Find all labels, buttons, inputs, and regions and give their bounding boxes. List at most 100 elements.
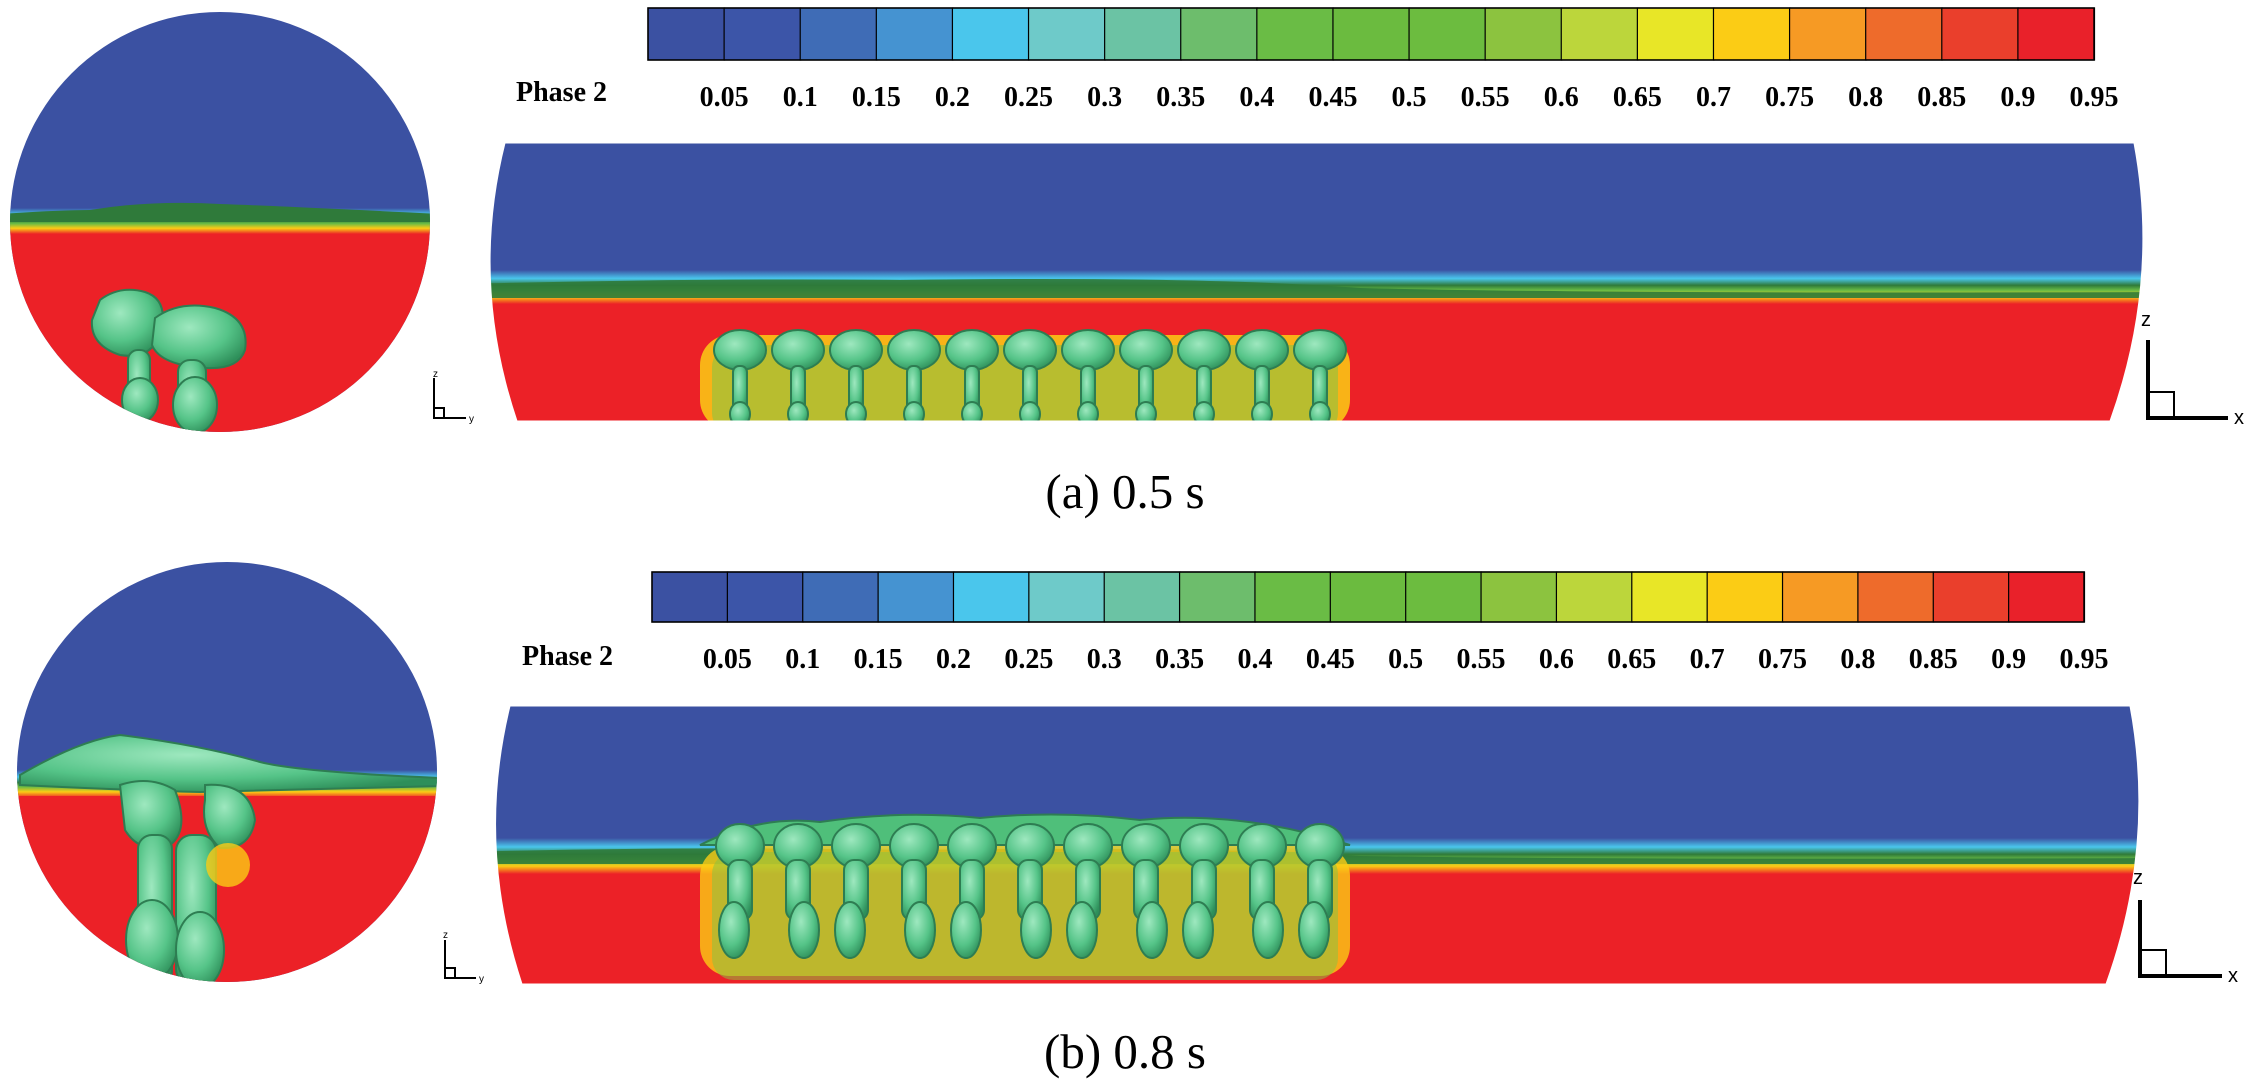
colorbar-tick-label: 0.9 [2000, 82, 2035, 113]
colorbar-swatch [1560, 7, 1639, 61]
colorbar-tick-label: 0.25 [1004, 82, 1053, 113]
colorbar-tick-label: 0.35 [1156, 82, 1205, 113]
colorbar-tick-label: 0.7 [1696, 82, 1731, 113]
axes-triad-small-b [444, 940, 476, 979]
colorbar-tick-label: 0.25 [1004, 644, 1053, 675]
axes-triad-large-a [2146, 340, 2228, 420]
axis-label-z-large-a: z [2141, 309, 2151, 331]
colorbar-ticks-b: 0.05 0.1 0.15 0.2 0.25 0.3 0.35 0.4 0.45 0.5 0.55 0… [703, 644, 2109, 675]
colorbar-tick-label: 0.8 [1840, 644, 1875, 675]
colorbar-tick-label: 0.05 [700, 82, 749, 113]
colorbar-swatch [1788, 7, 1867, 61]
colorbar-swatch [2008, 571, 2086, 623]
colorbar-swatch [875, 7, 954, 61]
colorbar-swatch [951, 7, 1030, 61]
colorbar-tick-label: 0.85 [1909, 644, 1958, 675]
colorbar-swatch [802, 571, 880, 623]
colorbar-swatch [1256, 7, 1335, 61]
colorbar-tick-label: 0.9 [1991, 644, 2026, 675]
colorbar-swatch [1484, 7, 1563, 61]
colorbar-swatch [651, 571, 729, 623]
colorbar-tick-label: 0.3 [1087, 644, 1122, 675]
colorbar-tick-label: 0.1 [785, 644, 820, 675]
colorbar-swatch [952, 571, 1030, 623]
colorbar-swatch [2017, 7, 2096, 61]
colorbar-tick-label: 0.3 [1087, 82, 1122, 113]
bubble-plume [1005, 823, 1055, 959]
colorbar-tick-label: 0.6 [1539, 644, 1574, 675]
colorbar-tick-label: 0.5 [1392, 82, 1427, 113]
colorbar-swatch [1480, 571, 1558, 623]
colorbar-swatch [1636, 7, 1715, 61]
colorbar-swatch [1932, 571, 2010, 623]
colorbar-tick-label: 0.95 [2060, 644, 2109, 675]
colorbar-swatch [647, 7, 726, 61]
colorbar-tick-label: 0.8 [1848, 82, 1883, 113]
panel-a: Phase 2 0.05 0.1 0.15 0.2 0.25 0.3 0.35 0.4 0.45… [10, 7, 2244, 519]
colorbar-tick-label: 0.75 [1765, 82, 1814, 113]
colorbar-tick-label: 0.4 [1237, 644, 1272, 675]
colorbar-tick-label: 0.5 [1388, 644, 1423, 675]
colorbar-swatch [726, 571, 804, 623]
colorbar-swatch [1027, 7, 1106, 61]
colorbar-swatch [723, 7, 802, 61]
colorbar-tick-label: 0.65 [1607, 644, 1656, 675]
colorbar-b [651, 571, 2086, 623]
caption-a: (a) 0.5 s [1045, 464, 1204, 519]
bubble-plume [773, 823, 823, 959]
colorbar-tick-label: 0.65 [1613, 82, 1662, 113]
caption-b: (b) 0.8 s [1044, 1024, 1206, 1079]
bubble-plume [1179, 823, 1229, 959]
colorbar-swatch [1329, 571, 1407, 623]
colorbar-tick-label: 0.35 [1155, 644, 1204, 675]
bubble-plume [1119, 329, 1173, 421]
colorbar-swatch [1104, 7, 1182, 61]
colorbar-tick-label: 0.55 [1457, 644, 1506, 675]
bubble-plume [947, 823, 997, 959]
axis-label-x-large-a: x [2234, 407, 2244, 429]
colorbar-ticks-a: 0.05 0.1 0.15 0.2 0.25 0.3 0.35 0.4 0.45 0.5 0.55 0… [700, 82, 2119, 113]
colorbar-swatch [1103, 571, 1181, 623]
bubble-plume [1121, 823, 1171, 959]
bubble-plume [1295, 823, 1345, 959]
colorbar-swatch [1857, 571, 1935, 623]
colorbar-tick-label: 0.05 [703, 644, 752, 675]
colorbar-title-b: Phase 2 [522, 641, 613, 672]
bubble-plume [945, 329, 999, 421]
colorbar-swatch [1405, 571, 1483, 623]
axes-triad-large-b [2138, 900, 2222, 978]
colorbar-frame [647, 7, 2095, 61]
bubble-plume [829, 329, 883, 421]
colorbar-swatch [1254, 571, 1332, 623]
colorbar-swatch [1941, 7, 2019, 61]
colorbar-tick-label: 0.2 [936, 644, 971, 675]
tank-a [490, 143, 2143, 421]
bubble-cluster-b [19, 733, 437, 982]
colorbar-swatch [1408, 7, 1487, 61]
colorbar-swatch [799, 7, 878, 61]
plume-row-b [715, 823, 1345, 959]
colorbar-swatch [1631, 571, 1709, 623]
colorbar-swatch [1180, 7, 1258, 61]
colorbar-tick-label: 0.7 [1690, 644, 1725, 675]
bubble-plume [1177, 329, 1231, 421]
axis-label-y-small-b: y [479, 974, 484, 985]
bubble-plume [887, 329, 941, 421]
colorbar-tick-label: 0.85 [1917, 82, 1966, 113]
colorbar-swatch [1332, 7, 1411, 61]
colorbar-frame [651, 571, 2085, 623]
colorbar-title-a: Phase 2 [516, 77, 607, 108]
colorbar-tick-label: 0.45 [1306, 644, 1355, 675]
bubble-plume [771, 329, 825, 421]
bubble-plume [1063, 823, 1113, 959]
panel-b: Phase 2 0.05 0.1 0.15 0.2 0.25 0.3 0.35 0.4 0.45… [17, 562, 2238, 1079]
cross-section-b [17, 562, 437, 982]
tank-b [495, 706, 2139, 984]
colorbar-swatch [877, 571, 955, 623]
axes-triad-small-a [433, 378, 466, 419]
colorbar-tick-label: 0.55 [1461, 82, 1510, 113]
colorbar-tick-label: 0.15 [852, 82, 901, 113]
bubble-plume [1235, 329, 1289, 421]
colorbar-swatch [1712, 7, 1791, 61]
